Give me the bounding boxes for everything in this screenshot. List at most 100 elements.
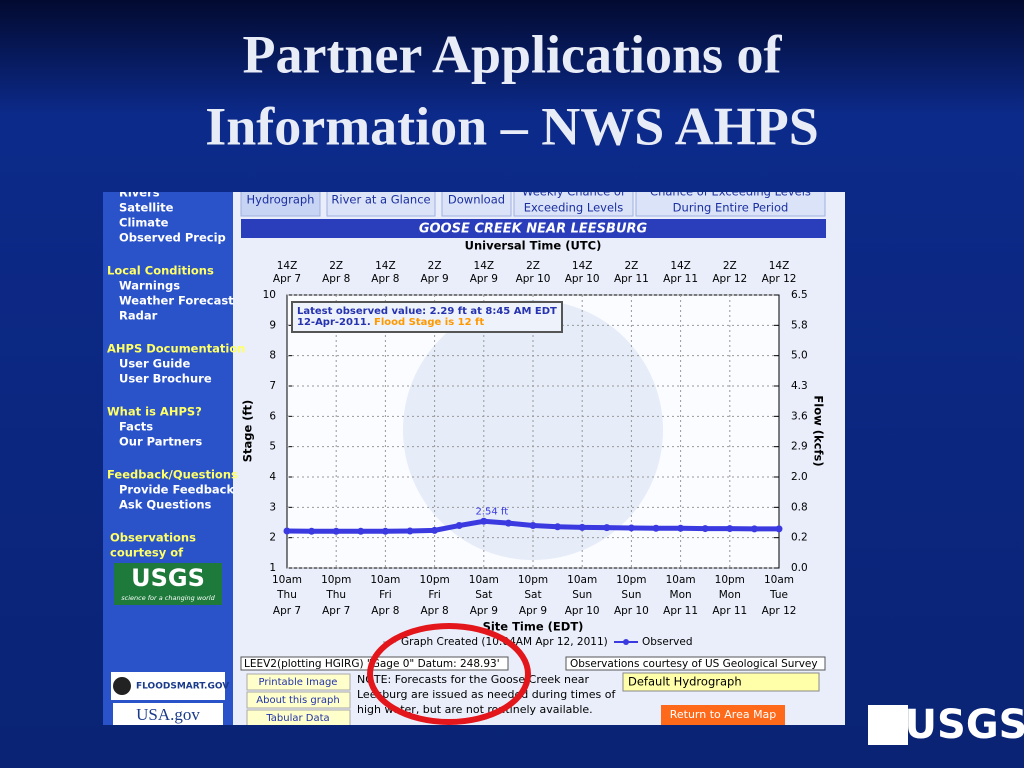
y2-tick-label: 4.3	[791, 380, 808, 392]
data-point	[431, 526, 439, 534]
tab-label: Exceeding Levels	[524, 201, 623, 215]
button-label: Printable Image	[259, 677, 338, 688]
data-point	[357, 527, 365, 535]
x-tick-label: Apr 8	[421, 605, 449, 617]
top-tick-label: 14Z	[572, 260, 593, 272]
x-tick-label: Thu	[276, 589, 297, 601]
button[interactable]	[246, 691, 351, 709]
x-tick-label: Thu	[325, 589, 346, 601]
x-axis-label: Site Time (EDT)	[483, 620, 584, 634]
info-box	[291, 301, 563, 333]
y-tick-label: 2	[269, 532, 276, 544]
top-tick-label: 2Z	[526, 260, 540, 272]
select-box[interactable]	[622, 672, 820, 692]
data-point	[504, 519, 512, 527]
tab[interactable]	[513, 182, 634, 217]
usagov-logo[interactable]	[113, 703, 223, 727]
sidebar-link[interactable]: Warnings	[119, 279, 180, 293]
x-tick-label: 10am	[567, 574, 597, 586]
chart-title: GOOSE CREEK NEAR LEESBURG	[419, 222, 648, 237]
slide-title: Partner Applications of	[243, 24, 783, 84]
legend-label: Observed	[642, 636, 693, 648]
x-tick-label: 10am	[469, 574, 499, 586]
x-tick-label: Apr 12	[762, 605, 797, 617]
tab[interactable]	[240, 182, 321, 217]
info-date: 12-Apr-2011.	[297, 317, 371, 328]
courtesy: Observations courtesy of US Geological S…	[570, 658, 818, 670]
sidebar-link[interactable]: Provide Feedback	[119, 483, 235, 497]
data-point	[627, 524, 635, 532]
x-tick-label: Apr 8	[371, 605, 399, 617]
tab-label: Hydrograph	[247, 193, 315, 207]
y2-tick-label: 2.9	[791, 441, 808, 453]
return-label: Return to Area Map	[670, 708, 777, 721]
note-line: NOTE: Forecasts for the Goose Creek near	[357, 673, 590, 686]
top-tick-label: 2Z	[329, 260, 343, 272]
sidebar-link[interactable]: Climate	[119, 216, 169, 230]
sidebar-link[interactable]: Weather Forecast	[119, 294, 234, 308]
sidebar-heading: courtesy of	[110, 546, 184, 560]
sidebar-link[interactable]: Satellite	[119, 201, 174, 215]
tab[interactable]	[635, 182, 826, 217]
top-tick-label: Apr 9	[421, 273, 449, 285]
x-tick-label: Mon	[670, 589, 692, 601]
x-tick-label: 10am	[666, 574, 696, 586]
sidebar-link[interactable]: Radar	[119, 309, 158, 323]
x-tick-label: Tue	[769, 589, 788, 601]
x-tick-label: 10pm	[715, 574, 745, 586]
button-label: Tabular Data	[265, 713, 329, 724]
sidebar-heading[interactable]: AHPS Documentation	[107, 342, 245, 356]
sidebar-link[interactable]: Our Partners	[119, 435, 202, 449]
usgs-logo[interactable]	[114, 563, 222, 605]
tab[interactable]	[326, 182, 436, 217]
y2-tick-label: 3.6	[791, 410, 808, 422]
usgs-logo-text: USGS	[131, 564, 205, 592]
x-tick-label: Fri	[379, 589, 392, 601]
button[interactable]	[246, 673, 351, 691]
select-label: Default Hydrograph	[628, 675, 742, 689]
usgs-corner-logo: USGS	[905, 702, 1024, 748]
y2-tick-label: 0.0	[791, 562, 808, 574]
x-tick-label: 10pm	[518, 574, 548, 586]
note-line: high water, but are not routinely availa…	[357, 703, 593, 716]
sidebar-link[interactable]: Ask Questions	[119, 498, 212, 512]
y-axis-label: Stage (ft)	[241, 400, 255, 463]
sidebar-link[interactable]: Rivers	[119, 186, 160, 200]
button-label: About this graph	[256, 695, 339, 706]
legend-marker	[623, 639, 629, 645]
x-tick-label: Apr 7	[322, 605, 350, 617]
sidebar-link[interactable]: Observed Precip	[119, 231, 226, 245]
sidebar-heading[interactable]: What is AHPS?	[107, 405, 202, 419]
tab[interactable]	[441, 182, 512, 217]
sidebar-link[interactable]: Facts	[119, 420, 153, 434]
data-point	[455, 522, 463, 530]
sidebar-link[interactable]: User Brochure	[119, 372, 212, 386]
top-tick-label: 2Z	[428, 260, 442, 272]
button[interactable]	[246, 709, 351, 726]
x-tick-label: Apr 11	[712, 605, 747, 617]
sidebar-heading[interactable]: Feedback/Questions	[107, 468, 238, 482]
tab-label: Weekly Chance of	[522, 185, 626, 199]
x-tick-label: 10pm	[321, 574, 351, 586]
sidebar-link[interactable]: User Guide	[119, 357, 190, 371]
x-tick-label: 10am	[370, 574, 400, 586]
data-point	[308, 527, 316, 535]
x-tick-label: Apr 9	[519, 605, 547, 617]
y-tick-label: 8	[269, 350, 276, 362]
sidebar-heading[interactable]: Local Conditions	[107, 264, 214, 278]
x-tick-label: Sun	[572, 589, 592, 601]
tab-label: Chance of Exceeding Levels	[650, 185, 811, 199]
y2-tick-label: 0.8	[791, 501, 808, 513]
y-tick-label: 4	[269, 471, 276, 483]
data-point	[406, 527, 414, 535]
data-point	[332, 527, 340, 535]
x-tick-label: 10pm	[419, 574, 449, 586]
y2-axis-label: Flow (kcfs)	[812, 395, 826, 466]
data-point	[603, 524, 611, 532]
data-point	[677, 524, 685, 532]
y-tick-label: 10	[263, 289, 276, 301]
top-tick-label: 14Z	[277, 260, 298, 272]
data-point	[775, 525, 783, 533]
floodsmart-text: FLOODSMART.GOV	[136, 682, 229, 692]
return-button[interactable]	[661, 705, 785, 725]
